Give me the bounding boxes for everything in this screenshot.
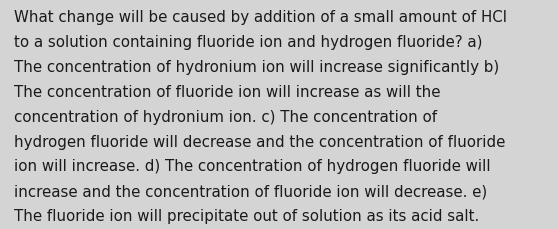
Text: The concentration of fluoride ion will increase as will the: The concentration of fluoride ion will i… [14, 85, 440, 99]
Text: increase and the concentration of fluoride ion will decrease. e): increase and the concentration of fluori… [14, 183, 487, 198]
Text: ion will increase. d) The concentration of hydrogen fluoride will: ion will increase. d) The concentration … [14, 159, 490, 174]
Text: The concentration of hydronium ion will increase significantly b): The concentration of hydronium ion will … [14, 60, 499, 75]
Text: The fluoride ion will precipitate out of solution as its acid salt.: The fluoride ion will precipitate out of… [14, 208, 479, 223]
Text: hydrogen fluoride will decrease and the concentration of fluoride: hydrogen fluoride will decrease and the … [14, 134, 506, 149]
Text: to a solution containing fluoride ion and hydrogen fluoride? a): to a solution containing fluoride ion an… [14, 35, 483, 50]
Text: concentration of hydronium ion. c) The concentration of: concentration of hydronium ion. c) The c… [14, 109, 437, 124]
Text: What change will be caused by addition of a small amount of HCl: What change will be caused by addition o… [14, 10, 507, 25]
